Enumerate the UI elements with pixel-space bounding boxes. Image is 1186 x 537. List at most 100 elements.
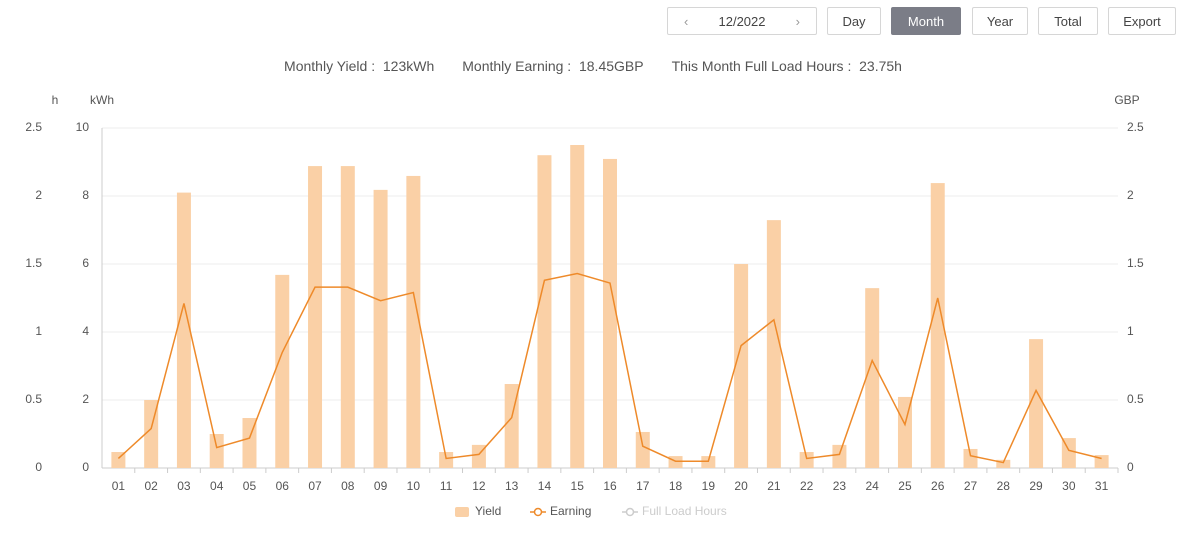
h-axis-title: h xyxy=(52,93,59,107)
line xyxy=(117,272,1102,464)
tab-button[interactable]: Export xyxy=(1108,7,1176,35)
bar xyxy=(668,456,683,468)
x-tick-label: 04 xyxy=(210,479,224,493)
x-tick-label: 03 xyxy=(177,479,191,493)
bar xyxy=(603,158,617,468)
x-tick-label: 12 xyxy=(472,479,486,493)
y-tick-label: 2 xyxy=(82,392,89,406)
y2-tick-label: 2.5 xyxy=(1127,120,1144,134)
stat-label: This Month Full Load Hours : xyxy=(671,58,852,74)
bar xyxy=(406,175,421,468)
x-tick-label: 30 xyxy=(1062,479,1076,493)
y-tick-label: 0 xyxy=(82,460,89,474)
bar xyxy=(766,220,781,468)
x-tick-label: 20 xyxy=(734,479,748,493)
x-tick-label: 05 xyxy=(243,479,257,493)
x-tick-label: 09 xyxy=(374,479,388,493)
bar xyxy=(275,274,290,468)
x-tick-label: 16 xyxy=(603,479,617,493)
bar xyxy=(1061,438,1076,468)
stat: This Month Full Load Hours : 23.75h xyxy=(672,58,902,74)
y2-tick-label: 1 xyxy=(1127,324,1134,338)
x-tick-label: 17 xyxy=(636,479,650,493)
h-tick-label: 1 xyxy=(35,324,42,338)
bar xyxy=(308,166,323,468)
y2-tick-label: 1.5 xyxy=(1127,256,1144,270)
stat-value: 23.75h xyxy=(859,58,902,74)
stat: Monthly Yield : 123kWh xyxy=(284,58,434,74)
stat-value: 18.45GBP xyxy=(578,58,644,74)
legend-label: Yield xyxy=(475,504,501,518)
x-tick-label: 29 xyxy=(1029,479,1043,493)
bar xyxy=(701,456,716,468)
x-tick-label: 21 xyxy=(767,479,781,493)
tab-button[interactable]: Year xyxy=(972,7,1028,35)
x-tick-label: 25 xyxy=(898,479,912,493)
x-tick-label: 24 xyxy=(866,479,880,493)
bar xyxy=(799,452,814,468)
date-picker[interactable]: ‹ 12/2022 › xyxy=(667,7,817,35)
x-tick-label: 19 xyxy=(702,479,716,493)
bar xyxy=(570,145,585,468)
bar xyxy=(176,192,191,468)
stat: Monthly Earning : 18.45GBP xyxy=(462,58,643,74)
y2-tick-label: 0.5 xyxy=(1127,392,1144,406)
x-tick-label: 15 xyxy=(571,479,585,493)
x-tick-label: 27 xyxy=(964,479,978,493)
x-tick-label: 14 xyxy=(538,479,552,493)
legend-swatch xyxy=(625,507,635,517)
y-axis-title: kWh xyxy=(90,93,114,107)
bar xyxy=(930,183,945,468)
bar xyxy=(209,434,224,468)
y2-tick-label: 0 xyxy=(1127,460,1134,474)
y-tick-label: 8 xyxy=(82,188,89,202)
legend-swatch xyxy=(455,507,469,517)
bar xyxy=(832,444,847,468)
bar xyxy=(897,396,912,468)
x-tick-label: 23 xyxy=(833,479,847,493)
h-tick-label: 0 xyxy=(35,460,42,474)
bar xyxy=(635,431,650,468)
x-tick-label: 01 xyxy=(112,479,126,493)
x-tick-label: 10 xyxy=(407,479,421,493)
bar xyxy=(340,166,355,468)
legend-label: Earning xyxy=(550,504,591,518)
y2-axis-title: GBP xyxy=(1114,93,1139,107)
h-tick-label: 2 xyxy=(35,188,42,202)
x-tick-label: 18 xyxy=(669,479,683,493)
y-tick-label: 10 xyxy=(76,120,90,134)
x-tick-label: 07 xyxy=(308,479,322,493)
y2-tick-label: 2 xyxy=(1127,188,1134,202)
x-tick-label: 28 xyxy=(997,479,1011,493)
bar xyxy=(734,264,749,468)
stat-label: Monthly Earning : xyxy=(462,58,572,74)
tab-button[interactable]: Total xyxy=(1038,7,1098,35)
x-tick-label: 26 xyxy=(931,479,945,493)
legend-swatch xyxy=(533,507,543,517)
bar xyxy=(996,459,1011,468)
bar xyxy=(537,155,552,468)
x-tick-label: 11 xyxy=(440,479,453,493)
h-tick-label: 0.5 xyxy=(25,392,42,406)
tab-button[interactable]: Day xyxy=(827,7,881,35)
next[interactable]: › xyxy=(795,13,800,29)
bar xyxy=(373,189,388,468)
x-tick-label: 31 xyxy=(1095,479,1109,493)
prev[interactable]: ‹ xyxy=(684,13,689,29)
y-tick-label: 4 xyxy=(82,324,89,338)
x-tick-label: 02 xyxy=(144,479,158,493)
bar xyxy=(963,448,978,468)
x-tick-label: 13 xyxy=(505,479,519,493)
bar xyxy=(439,452,454,468)
stat-value: 123kWh xyxy=(382,58,435,74)
bar xyxy=(1029,339,1044,468)
y-tick-label: 6 xyxy=(82,256,89,270)
x-tick-label: 22 xyxy=(800,479,814,493)
stats: Monthly Yield : 123kWh Monthly Earning : … xyxy=(0,58,1186,74)
stat-label: Monthly Yield : xyxy=(284,58,376,74)
tab-button[interactable]: Month xyxy=(891,7,961,35)
bar xyxy=(865,288,880,468)
x-tick-label: 06 xyxy=(276,479,290,493)
